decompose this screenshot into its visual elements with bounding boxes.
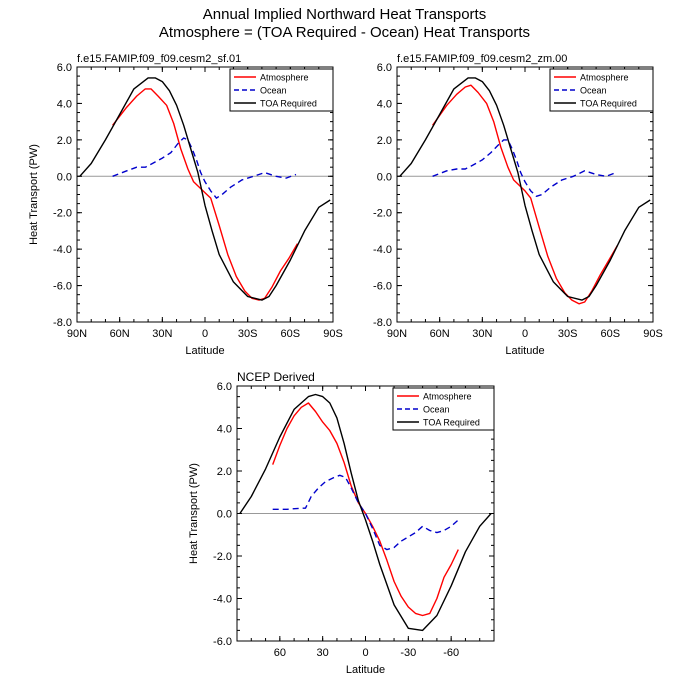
y-tick-label: 0.0 (217, 509, 232, 521)
y-tick-label: 2.0 (377, 135, 392, 147)
series-line-atmosphere (432, 84, 619, 305)
series-line-toa-required (239, 393, 492, 632)
x-tick-label: 60 (274, 647, 286, 659)
x-tick-label: 0 (362, 647, 368, 659)
y-axis-label: Heat Transport (PW) (28, 144, 40, 245)
y-tick-label: 4.0 (217, 424, 232, 436)
chart-panel-zm00: -8.0 -6.0 -4.0 -2.0 0.0 2.0 4.0 6.0 90N 60N 30N 0 30… (373, 53, 663, 357)
y-tick-label: -4.0 (213, 594, 232, 606)
x-tick-label: -60 (443, 647, 459, 659)
y-tick-label: -2.0 (213, 551, 232, 563)
y-tick-label: 0.0 (57, 171, 72, 183)
x-tick-label: 0 (202, 328, 208, 340)
x-tick-label: 90S (323, 328, 343, 340)
series-line-atmosphere (272, 402, 459, 617)
y-axis-label: Heat Transport (PW) (188, 463, 200, 564)
x-axis-label: Latitude (505, 345, 544, 357)
x-tick-label: 60N (110, 328, 130, 340)
series-line-toa-required (79, 77, 331, 301)
x-axis-label: Latitude (346, 664, 385, 676)
legend-label: Atmosphere (260, 73, 309, 83)
x-tick-label: 60S (281, 328, 301, 340)
legend-label: TOA Required (260, 99, 317, 109)
y-tick-label: 6.0 (217, 381, 232, 393)
legend-box (549, 68, 654, 112)
y-tick-label: -2.0 (373, 208, 392, 220)
x-tick-label: 60N (430, 328, 450, 340)
legend-box (229, 68, 334, 112)
y-tick-label: -2.0 (53, 208, 72, 220)
series-line-ocean (432, 139, 617, 198)
x-axis-label: Latitude (185, 345, 224, 357)
x-tick-label: 30N (472, 328, 492, 340)
legend: Atmosphere Ocean TOA Required (229, 68, 334, 112)
x-tick-label: -30 (400, 647, 416, 659)
y-tick-label: 4.0 (377, 98, 392, 110)
x-tick-label: 90N (387, 328, 407, 340)
y-tick-label: -4.0 (53, 244, 72, 256)
x-tick-label: 90N (67, 328, 87, 340)
legend-label: Atmosphere (580, 73, 629, 83)
legend: Atmosphere Ocean TOA Required (392, 387, 495, 431)
y-tick-label: 6.0 (377, 62, 392, 74)
y-tick-label: 6.0 (57, 62, 72, 74)
y-tick-label: 4.0 (57, 98, 72, 110)
legend-label: Ocean (260, 86, 287, 96)
x-tick-label: 60S (601, 328, 621, 340)
y-tick-label: -4.0 (373, 244, 392, 256)
x-tick-label: 90S (643, 328, 663, 340)
series-line-toa-required (399, 77, 651, 301)
series-line-ocean (272, 474, 459, 551)
panel-title: f.e15.FAMIP.f09_f09.cesm2_zm.00 (397, 53, 567, 65)
legend-label: Ocean (423, 405, 450, 415)
y-tick-label: 2.0 (57, 135, 72, 147)
x-tick-label: 30 (317, 647, 329, 659)
chart-panel-sf01: -8.0 -6.0 -4.0 -2.0 0.0 2.0 4.0 6.0 90N 60N 30N 0 30… (28, 53, 343, 357)
legend-label: Ocean (580, 86, 607, 96)
y-tick-label: -8.0 (373, 317, 392, 329)
legend: Atmosphere Ocean TOA Required (549, 68, 654, 112)
x-tick-label: 30S (238, 328, 258, 340)
series-line-atmosphere (112, 88, 299, 301)
y-tick-label: -8.0 (53, 317, 72, 329)
y-tick-label: 2.0 (217, 466, 232, 478)
panel-title: f.e15.FAMIP.f09_f09.cesm2_sf.01 (77, 53, 241, 65)
x-tick-label: 0 (522, 328, 528, 340)
y-tick-label: -6.0 (53, 281, 72, 293)
y-tick-label: -6.0 (213, 636, 232, 648)
x-tick-label: 30S (558, 328, 578, 340)
chart-panel-ncep: -6.0 -4.0 -2.0 0.0 2.0 4.0 6.0 60 30 0 -30 -60 NCEP … (188, 370, 495, 676)
y-tick-label: -6.0 (373, 281, 392, 293)
figure-title: Annual Implied Northward Heat Transports (202, 6, 487, 23)
legend-label: TOA Required (580, 99, 637, 109)
legend-label: TOA Required (423, 418, 480, 428)
series-line-ocean (112, 137, 297, 199)
figure-subtitle: Atmosphere = (TOA Required - Ocean) Heat… (158, 24, 531, 41)
y-tick-label: 0.0 (377, 171, 392, 183)
x-tick-label: 30N (152, 328, 172, 340)
panel-title: NCEP Derived (237, 370, 315, 384)
legend-label: Atmosphere (423, 392, 472, 402)
